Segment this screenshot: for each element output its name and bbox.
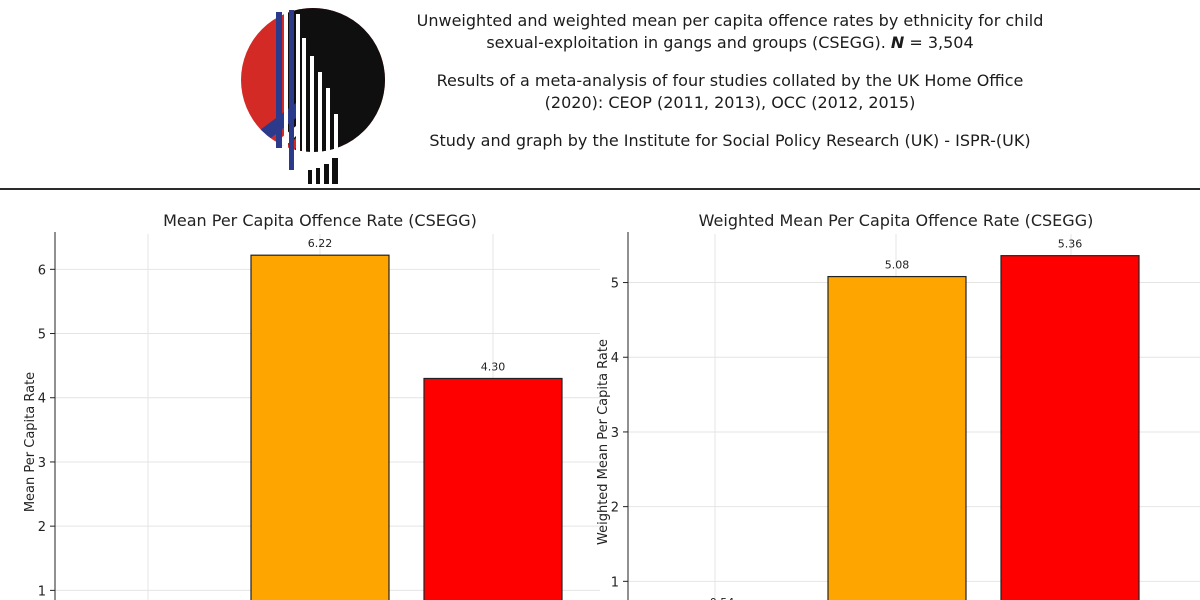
y-tick-label: 3 [38,456,46,471]
bar-value-label: 5.08 [885,259,910,272]
ispr-logo [241,8,385,186]
header-line-2: sexual-exploitation in gangs and groups … [486,33,891,52]
y-tick-label: 4 [611,351,619,366]
y-tick-label: 4 [38,392,46,407]
bar-value-label: 5.36 [1058,238,1083,251]
bar [827,275,967,600]
header-line-5: Study and graph by the Institute for Soc… [429,131,1031,150]
y-tick-label: 3 [611,426,619,441]
y-tick-label: 2 [38,520,46,535]
header-line-3: Results of a meta-analysis of four studi… [436,71,1024,90]
y-axis-label: Weighted Mean Per Capita Rate [596,339,611,545]
y-tick-label: 5 [611,277,619,292]
bar-value-label: 6.22 [308,237,333,250]
bar-value-label: 0.54 [710,596,735,600]
y-tick-label: 1 [38,584,46,599]
chart-title: Mean Per Capita Offence Rate (CSEGG) [163,211,477,230]
bar [250,254,390,600]
y-tick-label: 2 [611,501,619,516]
bar [423,377,563,600]
weighted-mean-per-capita-chart: Weighted Mean Per Capita Offence Rate (C… [596,211,1200,600]
y-tick-label: 1 [611,575,619,590]
header-line-4: (2020): CEOP (2011, 2013), OCC (2012, 20… [544,93,916,112]
header-line-1: Unweighted and weighted mean per capita … [416,11,1044,30]
bar-value-label: 4.30 [481,360,506,373]
header-divider [0,188,1200,190]
n-symbol: N [890,33,905,52]
y-axis-label: Mean Per Capita Rate [23,372,38,512]
bar [1000,255,1140,600]
y-tick-label: 6 [38,263,46,278]
chart-title: Weighted Mean Per Capita Offence Rate (C… [699,211,1094,230]
header-panel: Unweighted and weighted mean per capita … [0,0,1200,188]
mean-per-capita-chart: Mean Per Capita Offence Rate (CSEGG) 1 2 3 4… [23,211,600,600]
y-tick-label: 5 [38,328,46,343]
n-value: = 3,504 [904,33,974,52]
chart-header-text: Unweighted and weighted mean per capita … [400,10,1060,168]
